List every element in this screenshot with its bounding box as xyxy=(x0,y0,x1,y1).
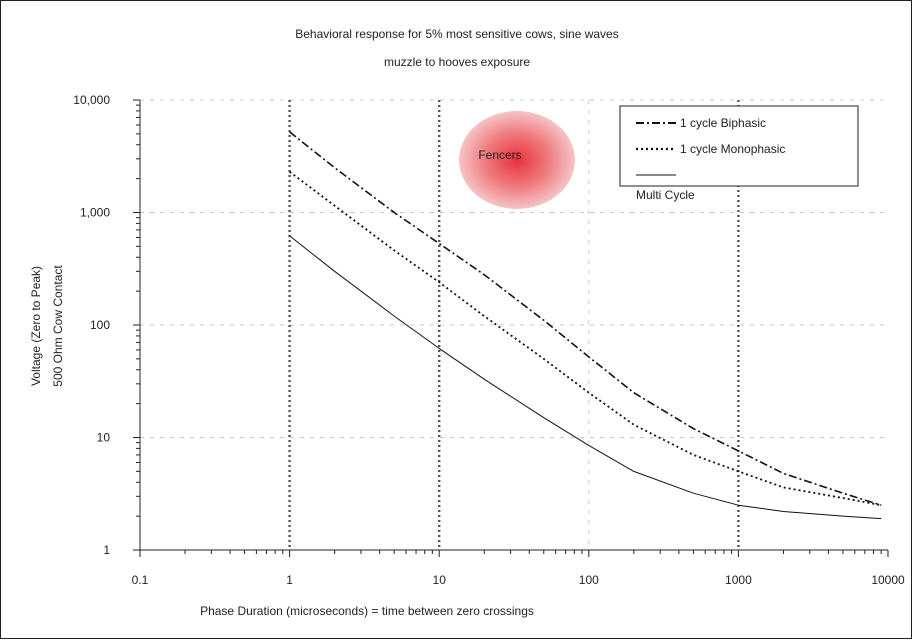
chart-title: Behavioral response for 5% most sensitiv… xyxy=(295,27,618,41)
y-axis-label-line1: Voltage (Zero to Peak) xyxy=(29,266,43,386)
series-line-1-cycle-biphasic xyxy=(289,131,882,506)
y-ticks: 1 10 100 1,000 10,000 xyxy=(73,93,140,557)
series-line-1-cycle-monophasic xyxy=(289,171,882,507)
legend-label-multi: Multi Cycle xyxy=(636,188,695,202)
x-tick-label: 0.1 xyxy=(132,573,149,587)
y-tick-label: 100 xyxy=(90,318,110,332)
x-axis-label: Phase Duration (microseconds) = time bet… xyxy=(200,604,534,618)
legend-label-monophasic: 1 cycle Monophasic xyxy=(680,142,785,156)
chart-subtitle: muzzle to hooves exposure xyxy=(384,55,530,69)
fencers-blob xyxy=(459,111,575,209)
y-tick-label: 1,000 xyxy=(80,206,110,220)
x-tick-label: 10000 xyxy=(871,573,905,587)
legend: 1 cycle Biphasic 1 cycle Monophasic Mult… xyxy=(619,105,859,202)
fencers-label: Fencers xyxy=(478,148,521,162)
fencers-annotation: Fencers xyxy=(459,111,575,209)
y-axis-label-line2: 500 Ohm Cow Contact xyxy=(51,265,65,387)
y-tick-label: 10,000 xyxy=(73,93,110,107)
series-line-multi-cycle xyxy=(289,235,882,520)
x-ticks: 0.1 1 10 100 1000 10000 xyxy=(132,550,905,587)
y-axis-label: Voltage (Zero to Peak) 500 Ohm Cow Conta… xyxy=(29,265,65,387)
x-tick-label: 1 xyxy=(286,573,293,587)
x-tick-label: 10 xyxy=(433,573,447,587)
legend-box xyxy=(619,105,859,187)
legend-label-biphasic: 1 cycle Biphasic xyxy=(680,116,766,130)
gridlines xyxy=(140,99,888,550)
x-tick-label: 100 xyxy=(579,573,599,587)
series-lines xyxy=(289,131,882,520)
y-tick-label: 10 xyxy=(97,431,111,445)
y-tick-label: 1 xyxy=(103,543,110,557)
x-tick-label: 1000 xyxy=(725,573,752,587)
